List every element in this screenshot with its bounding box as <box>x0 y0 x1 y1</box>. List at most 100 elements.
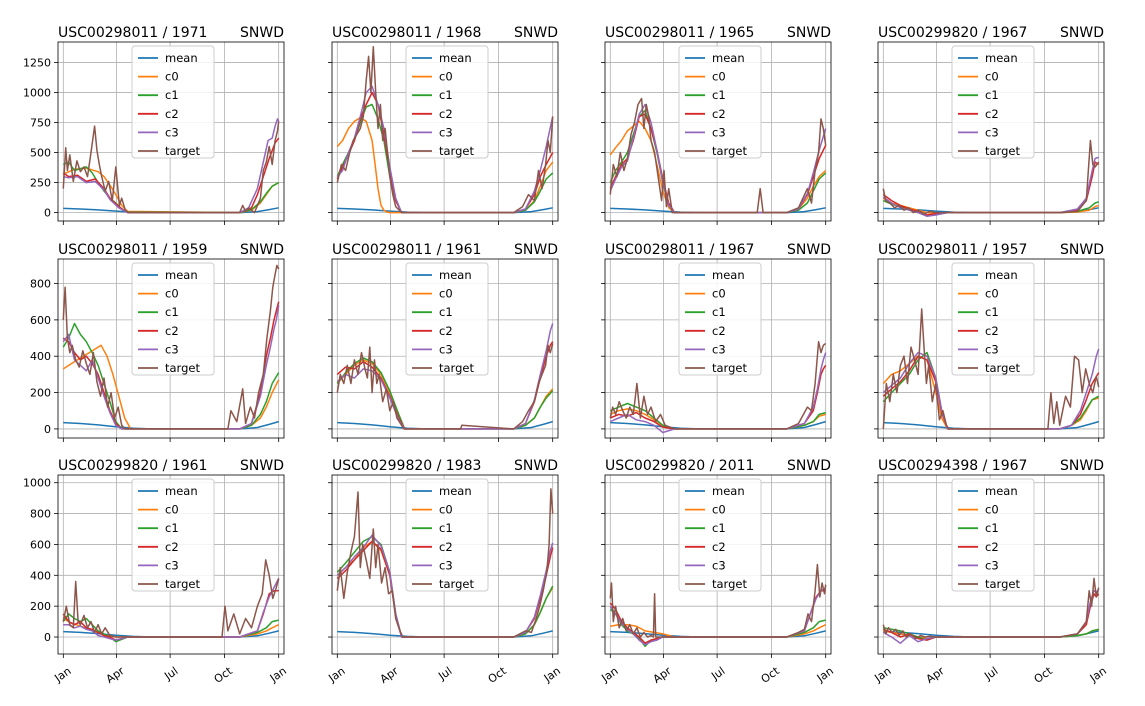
subplot-variable: SNWD <box>787 458 831 474</box>
y-tick-label: 750 <box>30 116 51 129</box>
series-line-target <box>62 121 280 214</box>
legend-label: mean <box>712 484 745 498</box>
legend-label: target <box>985 361 1020 375</box>
legend-label: c0 <box>712 70 726 84</box>
subplot-5: 0 200 400 600 800 USC00298011 / 1959 SNWD mean c… <box>30 242 285 442</box>
subplot-variable: SNWD <box>1060 458 1104 474</box>
legend-label: c3 <box>165 125 179 139</box>
series-lines <box>609 97 827 214</box>
series-line-target <box>336 488 554 638</box>
subplot-title: USC00298011 / 1967 <box>605 242 754 258</box>
legend-label: c0 <box>985 503 999 517</box>
legend-label: mean <box>985 51 1018 65</box>
legend: mean c0 c1 c2 c3 target <box>405 478 489 592</box>
legend-box <box>405 45 489 159</box>
legend-label: c2 <box>165 324 179 338</box>
legend: mean c0 c1 c2 c3 target <box>405 45 489 159</box>
legend-label: c1 <box>712 88 726 102</box>
series-lines <box>62 264 280 430</box>
series-lines <box>62 559 280 643</box>
y-tick-label: 0 <box>44 631 51 644</box>
legend-box <box>951 478 1035 592</box>
subplot-variable: SNWD <box>240 458 284 474</box>
series-line-target <box>336 46 554 214</box>
y-tick-label: 600 <box>30 314 51 327</box>
legend-label: c0 <box>985 70 999 84</box>
legend: mean c0 c1 c2 c3 target <box>405 262 489 376</box>
subplot-variable: SNWD <box>514 458 558 474</box>
legend-label: target <box>165 144 200 158</box>
axes-frame <box>604 41 832 222</box>
subplot-title: USC00299820 / 1983 <box>332 458 481 474</box>
subplot-title: USC00298011 / 1957 <box>878 242 1027 258</box>
legend: mean c0 c1 c2 c3 target <box>951 262 1035 376</box>
legend-label: mean <box>985 268 1018 282</box>
legend-label: mean <box>712 268 745 282</box>
series-lines <box>882 577 1100 644</box>
legend-label: c1 <box>985 88 999 102</box>
legend-label: mean <box>439 51 472 65</box>
subplot-title: USC00298011 / 1959 <box>58 242 207 258</box>
axes-frame <box>57 474 285 655</box>
legend-label: c1 <box>985 521 999 535</box>
axes-frame <box>57 258 285 439</box>
legend-box <box>678 45 762 159</box>
legend-label: c3 <box>985 558 999 572</box>
series-line-c1 <box>336 357 554 430</box>
y-tick-label: 200 <box>30 600 51 613</box>
legend-box <box>951 45 1035 159</box>
series-lines <box>882 308 1100 430</box>
legend-label: c3 <box>439 125 453 139</box>
subplot-variable: SNWD <box>514 25 558 41</box>
subplot-variable: SNWD <box>240 25 284 41</box>
y-tick-label: 400 <box>30 350 51 363</box>
subplot-variable: SNWD <box>787 25 831 41</box>
y-tick-label: 400 <box>30 569 51 582</box>
legend-box <box>678 262 762 376</box>
series-lines <box>336 46 554 214</box>
subplot-grid: 0 250 500 750 1000 1250 USC00298011 / 1971 SNWD… <box>23 25 1109 686</box>
legend-label: mean <box>985 484 1018 498</box>
legend-label: c1 <box>712 521 726 535</box>
y-tick-label: 250 <box>30 177 51 190</box>
legend-label: c0 <box>712 287 726 301</box>
subplot-3: USC00298011 / 1965 SNWD mean c0 c1 c2 c3 target <box>601 25 832 225</box>
subplot-9: Jan Apr Jul Oct Jan02004006008001000USC00299… <box>23 458 289 686</box>
legend-label: c3 <box>712 342 726 356</box>
subplot-8: USC00298011 / 1957 SNWD mean c0 c1 c2 c3 target <box>874 242 1105 442</box>
legend-label: mean <box>165 51 198 65</box>
legend-label: c0 <box>985 287 999 301</box>
legend-label: mean <box>439 484 472 498</box>
series-line-target <box>62 559 280 638</box>
legend: mean c0 c1 c2 c3 target <box>951 478 1035 592</box>
legend-label: target <box>439 144 474 158</box>
axes-frame <box>604 258 832 439</box>
legend: mean c0 c1 c2 c3 target <box>131 45 215 159</box>
legend-label: c0 <box>439 70 453 84</box>
series-line-target <box>882 577 1100 640</box>
y-tick-label: 0 <box>44 207 51 220</box>
legend-label: c2 <box>439 540 453 554</box>
legend: mean c0 c1 c2 c3 target <box>678 262 762 376</box>
legend-label: c0 <box>165 287 179 301</box>
legend-label: target <box>712 577 747 591</box>
legend-label: c0 <box>439 503 453 517</box>
legend-label: c0 <box>165 503 179 517</box>
legend: mean c0 c1 c2 c3 target <box>131 262 215 376</box>
subplot-1: 0 250 500 750 1000 1250 USC00298011 / 1971 SNWD… <box>23 25 285 225</box>
series-line-c0 <box>610 623 827 638</box>
legend-label: c3 <box>165 342 179 356</box>
series-line-target <box>609 563 827 638</box>
legend-label: c1 <box>165 521 179 535</box>
legend-label: c3 <box>439 558 453 572</box>
legend-label: c2 <box>712 324 726 338</box>
legend-label: target <box>712 361 747 375</box>
subplot-variable: SNWD <box>240 242 284 258</box>
y-tick-label: 1250 <box>23 56 51 69</box>
subplot-6: USC00298011 / 1961 SNWD mean c0 c1 c2 c3 target <box>328 242 559 442</box>
series-line-target <box>882 308 1100 430</box>
